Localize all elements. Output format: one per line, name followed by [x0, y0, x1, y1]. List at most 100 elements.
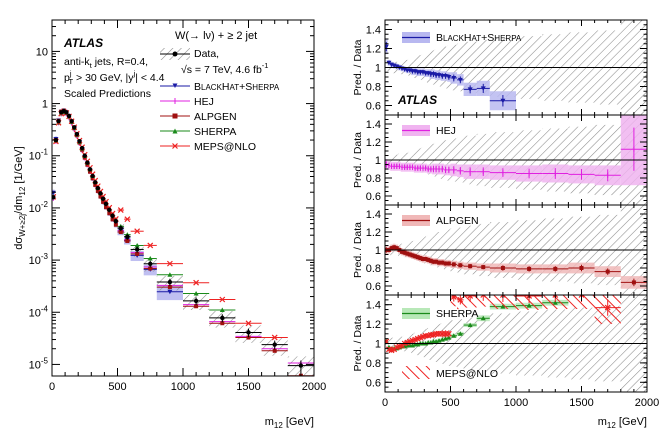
main-data-point — [98, 191, 103, 196]
ratio-marker-2 — [440, 260, 445, 265]
ratio-marker-2 — [413, 254, 418, 259]
legend-label-data: Data, — [194, 48, 219, 60]
ratio-marker-3 — [457, 331, 463, 336]
ratio-marker-4 — [457, 296, 464, 303]
main-xtick-label: 500 — [108, 381, 126, 393]
ratio-legend-label-alpgen: ALPGEN — [436, 215, 479, 227]
ratio-ytick-label: 1.4 — [366, 25, 381, 37]
legend-marker-blackhat — [172, 83, 178, 88]
ratio-marker-2 — [420, 257, 425, 261]
ratio-marker-4 — [552, 295, 559, 298]
ratio-ytick-label: 0.6 — [366, 377, 381, 389]
ratio-marker-0 — [480, 86, 486, 91]
ratio-marker-2 — [428, 258, 433, 263]
main-marker-4 — [271, 334, 278, 341]
main-data-point — [113, 218, 118, 224]
main-marker-2 — [135, 251, 140, 256]
ratio-marker-0 — [439, 74, 445, 79]
ratio-marker-2 — [418, 256, 423, 261]
ratio-marker-2 — [605, 269, 610, 274]
ratio-marker-4 — [445, 330, 452, 337]
ratio-xtick-label: 1000 — [504, 397, 528, 409]
ratio-ylabel: Pred. / Data — [352, 315, 364, 371]
ratio-ytick-label: 1 — [375, 155, 381, 167]
main-marker-2 — [104, 205, 109, 210]
ratio-xtick-label: 1500 — [569, 397, 593, 409]
ratio-marker-2 — [500, 266, 505, 270]
main-data-point — [74, 131, 80, 137]
ratio-marker-4 — [578, 295, 585, 298]
main-marker-2 — [107, 211, 112, 216]
main-marker-4 — [124, 216, 131, 223]
ratio-legend-sherpa: SHERPA — [402, 308, 478, 320]
ratio-ytick-label: 1.2 — [366, 319, 381, 331]
legend-marker-sherpa — [172, 128, 178, 134]
ratio-atlas-label: ATLAS — [397, 93, 437, 107]
main-ytick-label: 10-2 — [29, 200, 49, 215]
main-marker-3 — [134, 242, 140, 248]
main-ytick-label: 10-3 — [29, 252, 49, 267]
ratio-legend-blackhat: BLACKHAT+SHERPA — [402, 32, 522, 44]
ratio-ylabel: Pred. / Data — [352, 132, 364, 188]
ratio-ylabel: Pred. / Data — [352, 222, 364, 278]
main-marker-2 — [93, 182, 98, 187]
ratio-marker-4 — [499, 295, 506, 298]
main-marker-2 — [87, 169, 92, 174]
main-data-point — [64, 110, 69, 115]
ratio-marker-3 — [446, 335, 452, 340]
main-xlabel: m12 [GeV] — [265, 416, 314, 430]
main-marker-4 — [219, 296, 226, 303]
main-data-point — [298, 363, 304, 368]
main-data-point — [77, 139, 82, 144]
main-data-point — [87, 167, 93, 172]
ratio-marker-2 — [579, 266, 584, 270]
main-marker-3 — [147, 256, 153, 261]
ratio-marker-3 — [467, 322, 473, 328]
main-ytick-label: 10-5 — [29, 356, 49, 371]
main-marker-2 — [118, 230, 123, 235]
ratio-marker-2 — [437, 260, 442, 265]
ratio-legend-alpgen: ALPGEN — [402, 215, 479, 227]
legend-marker-meps — [172, 143, 178, 149]
ratio-marker-2 — [468, 264, 473, 269]
main-data-point — [125, 234, 130, 239]
ratio-marker-2 — [553, 266, 558, 271]
ratio-ylabel: Pred. / Data — [352, 39, 364, 95]
ratio-legend-label-meps: MEPS@NLO — [436, 368, 498, 380]
legend-label-hej: HEJ — [194, 96, 214, 108]
ratio-marker-2 — [446, 261, 451, 266]
main-data-point — [272, 342, 277, 347]
ratio-xtick-label: 2000 — [635, 397, 659, 409]
main-ylabel: dσW+≥2j/dm12 [1/GeV] — [13, 146, 27, 249]
main-marker-3 — [193, 290, 199, 296]
legend-label-sherpa: SHERPA — [194, 126, 236, 138]
main-ytick-label: 10-1 — [29, 148, 49, 163]
ratio-marker-2 — [431, 259, 436, 264]
ratio-xtick-label: 0 — [382, 397, 388, 409]
ratio-marker-2 — [402, 250, 407, 255]
legend-label-meps: MEPS@NLO — [194, 141, 256, 153]
ratio-marker-2 — [481, 265, 486, 270]
main-data-point — [56, 118, 61, 124]
jet-algo-label: anti-kt jets, R=0.4, — [64, 56, 148, 70]
ratio-panel-hej — [385, 115, 647, 205]
main-data-point — [193, 298, 199, 304]
ratio-ytick-label: 1.2 — [366, 137, 381, 149]
main-marker-2 — [167, 285, 172, 290]
ratio-ytick-label: 1 — [375, 339, 381, 351]
main-marker-2 — [246, 335, 251, 340]
main-data-point — [246, 330, 251, 335]
main-marker-3 — [167, 272, 173, 277]
main-ytick-label: 10-4 — [29, 304, 49, 319]
main-marker-2 — [98, 194, 103, 199]
legend-label-alpgen: ALPGEN — [194, 111, 237, 123]
ratio-marker-2 — [423, 257, 428, 261]
main-data-point — [69, 118, 74, 124]
ratio-marker-0 — [446, 75, 452, 80]
main-marker-2 — [272, 348, 277, 353]
ratio-marker-2 — [389, 246, 394, 251]
main-marker-2 — [110, 217, 115, 222]
ratio-ytick-label: 1.4 — [366, 209, 381, 221]
main-data-point — [93, 180, 98, 185]
